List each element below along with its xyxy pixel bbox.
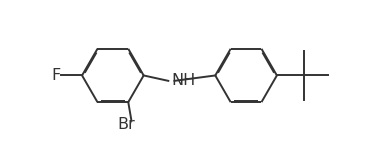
Text: F: F [51,68,60,83]
Text: NH: NH [171,73,196,88]
Text: Br: Br [118,117,136,132]
